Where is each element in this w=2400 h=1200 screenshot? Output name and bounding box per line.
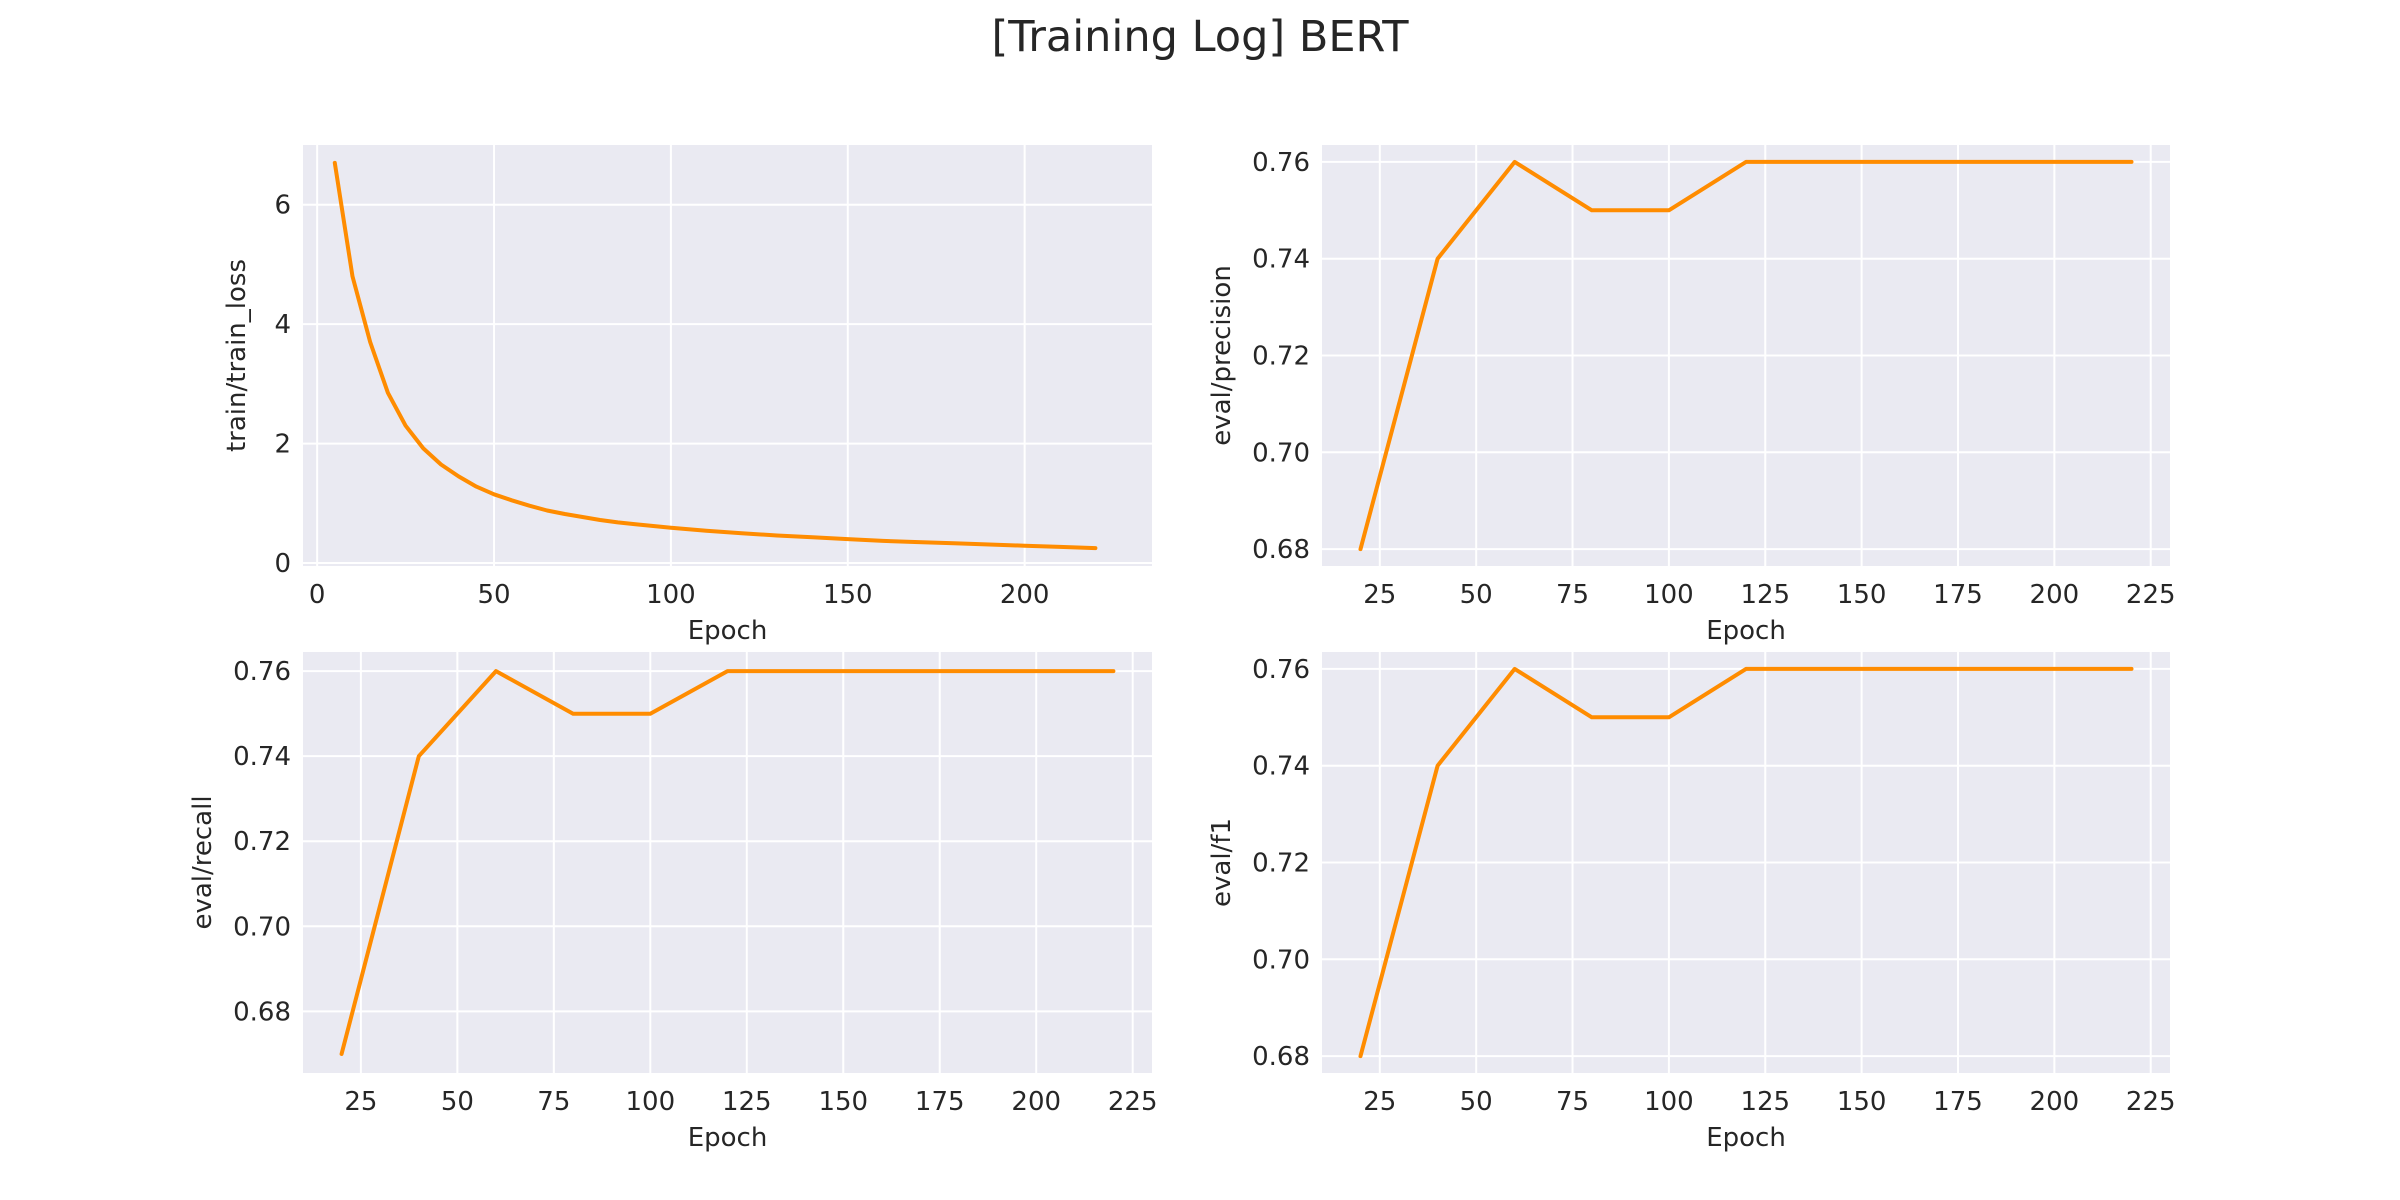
subplot-3-y-tick-label: 0.68 — [233, 997, 291, 1027]
subplot-3-x-tick-label: 50 — [441, 1087, 474, 1117]
subplot-1-plot-area — [303, 145, 1152, 566]
subplot-3-y-tick-label: 0.76 — [233, 657, 291, 687]
subplot-1-x-tick-label: 150 — [823, 580, 873, 610]
subplot-2-y-tick-label: 0.72 — [1252, 342, 1310, 372]
subplot-4-x-tick-label: 100 — [1644, 1087, 1694, 1117]
subplot-3-x-tick-label: 150 — [818, 1087, 868, 1117]
subplot-1-x-tick-label: 100 — [646, 580, 696, 610]
subplot-2-y-tick-label: 0.76 — [1252, 148, 1310, 178]
subplot-3-x-tick-label: 200 — [1011, 1087, 1061, 1117]
subplot-1-y-tick-label: 4 — [274, 310, 291, 340]
subplot-4-x-tick-label: 175 — [1933, 1087, 1983, 1117]
subplot-3-x-tick-label: 125 — [722, 1087, 772, 1117]
subplot-1-x-axis-label: Epoch — [688, 616, 768, 646]
subplot-2-y-tick-label: 0.68 — [1252, 535, 1310, 565]
subplot-1-y-tick-label: 0 — [274, 549, 291, 579]
subplot-3-x-tick-label: 75 — [537, 1087, 570, 1117]
subplot-3-x-tick-label: 175 — [915, 1087, 965, 1117]
subplot-4-x-axis-label: Epoch — [1706, 1123, 1786, 1153]
subplot-4-y-tick-label: 0.74 — [1252, 752, 1310, 782]
subplot-3-x-tick-label: 25 — [344, 1087, 377, 1117]
subplot-2-x-axis-label: Epoch — [1706, 616, 1786, 646]
subplot-4: 25 50 75 100 125 150 175 200 225 0.68 0.70 0.72 0.74… — [1207, 652, 2176, 1153]
subplot-3-plot-area — [303, 652, 1152, 1073]
subplot-2-x-tick-label: 25 — [1363, 580, 1396, 610]
subplot-3-y-tick-label: 0.72 — [233, 827, 291, 857]
subplot-4-y-axis-label: eval/f1 — [1207, 818, 1237, 907]
subplot-1: 0 50 100 150 200 0 2 4 6 Epoch train/train_loss — [222, 145, 1152, 646]
subplot-1-x-tick-label: 0 — [309, 580, 326, 610]
subplot-2-y-tick-label: 0.74 — [1252, 245, 1310, 275]
subplot-2-x-tick-label: 225 — [2126, 580, 2176, 610]
subplot-1-y-axis-label: train/train_loss — [222, 259, 252, 452]
subplot-2: 25 50 75 100 125 150 175 200 225 0.68 0.70 0.72 0.74… — [1207, 145, 2176, 646]
subplot-2-x-tick-label: 175 — [1933, 580, 1983, 610]
subplot-4-x-tick-label: 75 — [1556, 1087, 1589, 1117]
subplot-2-x-tick-label: 125 — [1740, 580, 1790, 610]
subplot-3-x-tick-label: 225 — [1108, 1087, 1158, 1117]
subplot-2-x-tick-label: 50 — [1460, 580, 1493, 610]
subplot-4-y-tick-label: 0.72 — [1252, 849, 1310, 879]
subplot-4-x-tick-label: 125 — [1740, 1087, 1790, 1117]
subplot-4-y-tick-label: 0.68 — [1252, 1042, 1310, 1072]
subplot-4-x-tick-label: 150 — [1837, 1087, 1887, 1117]
subplot-1-y-tick-label: 6 — [274, 191, 291, 221]
subplot-4-y-tick-label: 0.76 — [1252, 655, 1310, 685]
subplot-2-x-tick-label: 200 — [2030, 580, 2080, 610]
subplot-2-x-tick-label: 150 — [1837, 580, 1887, 610]
subplot-1-x-tick-label: 50 — [477, 580, 510, 610]
subplot-3-x-axis-label: Epoch — [688, 1123, 768, 1153]
subplot-1-x-tick-label: 200 — [1000, 580, 1050, 610]
subplot-4-x-tick-label: 25 — [1363, 1087, 1396, 1117]
subplot-4-x-tick-label: 225 — [2126, 1087, 2176, 1117]
figure-title: [Training Log] BERT — [991, 12, 1409, 62]
subplot-1-y-tick-label: 2 — [274, 430, 291, 460]
subplot-2-y-tick-label: 0.70 — [1252, 438, 1310, 468]
subplot-3: 25 50 75 100 125 150 175 200 225 0.68 0.70 0.72 0.74… — [188, 652, 1158, 1153]
subplot-4-x-tick-label: 200 — [2030, 1087, 2080, 1117]
subplot-2-y-axis-label: eval/precision — [1207, 265, 1237, 446]
subplot-4-x-tick-label: 50 — [1460, 1087, 1493, 1117]
subplot-3-y-axis-label: eval/recall — [188, 795, 218, 929]
subplot-1-series-line — [332, 160, 1098, 551]
subplot-3-y-tick-label: 0.74 — [233, 742, 291, 772]
subplot-2-x-tick-label: 100 — [1644, 580, 1694, 610]
subplot-4-y-tick-label: 0.70 — [1252, 945, 1310, 975]
subplot-3-y-tick-label: 0.70 — [233, 912, 291, 942]
subplot-2-x-tick-label: 75 — [1556, 580, 1589, 610]
subplot-3-x-tick-label: 100 — [625, 1087, 675, 1117]
